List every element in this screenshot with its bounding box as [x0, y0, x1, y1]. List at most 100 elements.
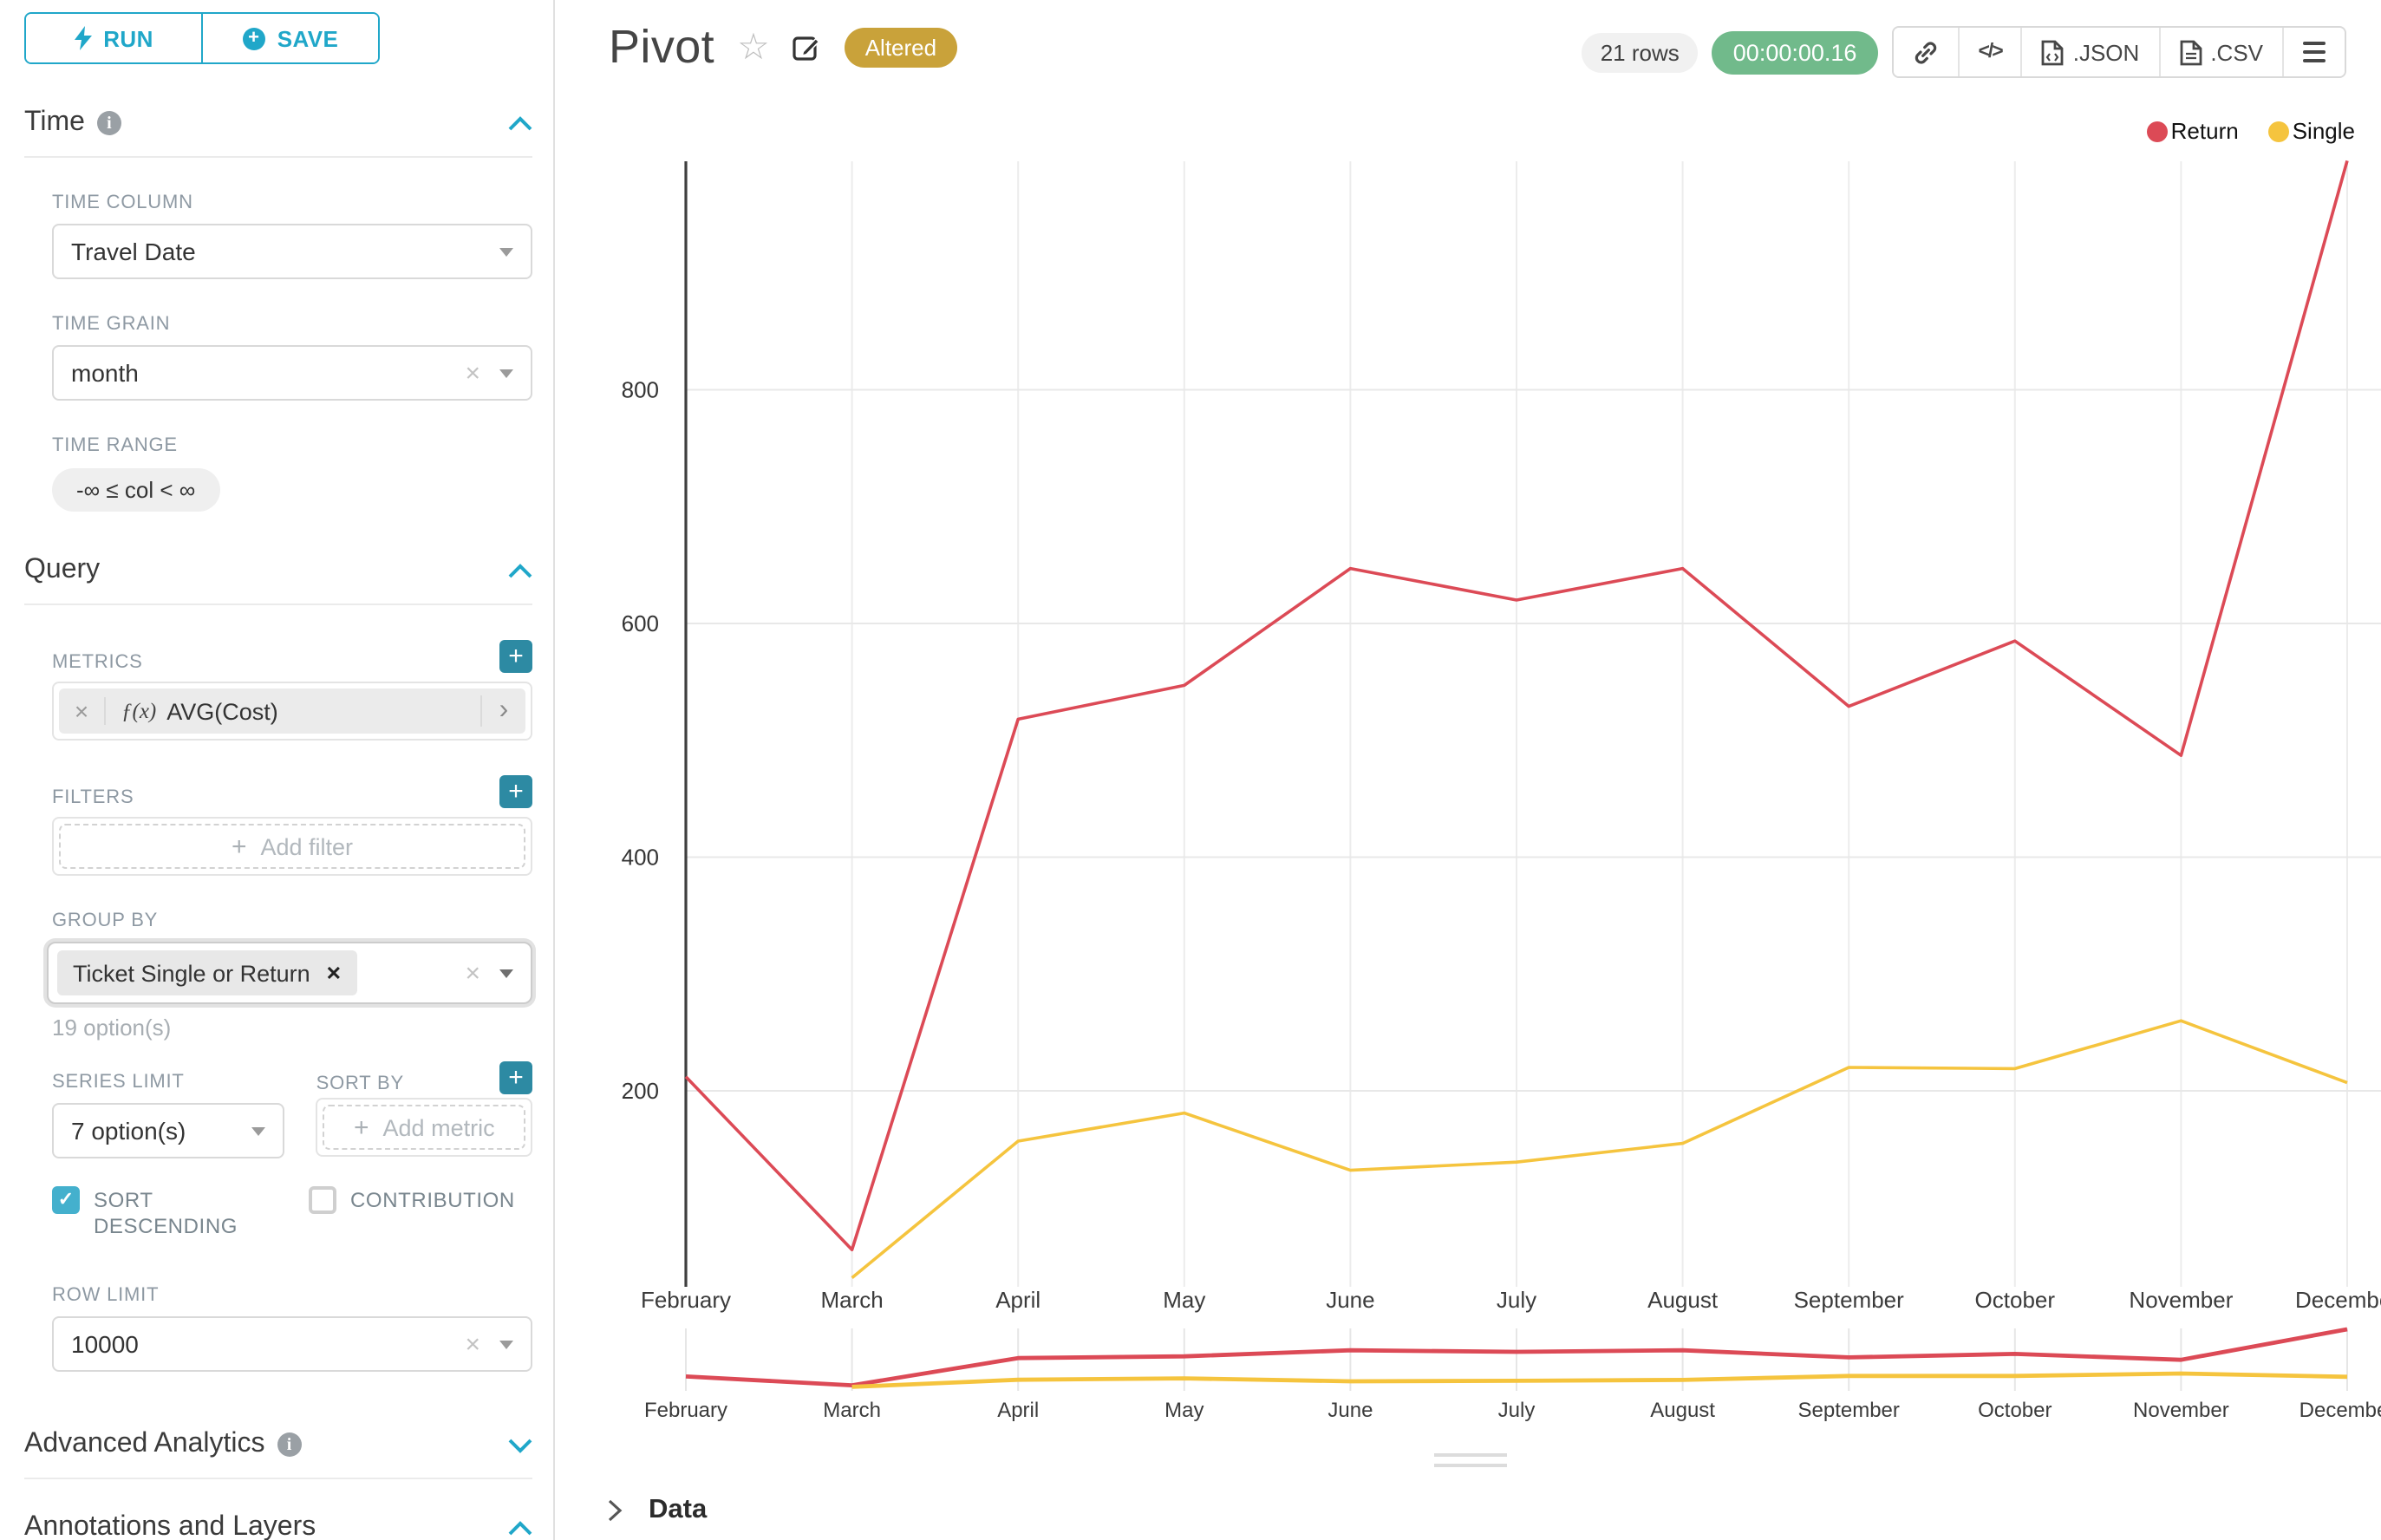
plus-circle-icon: +	[242, 27, 265, 49]
query-section-title: Query	[24, 555, 101, 584]
chevron-up-icon[interactable]	[508, 563, 532, 578]
sort-descending-checkbox-item[interactable]: ✓ SORT DESCENDING	[52, 1186, 264, 1240]
data-panel-toggle[interactable]: Data	[607, 1495, 707, 1526]
legend-dot	[2146, 121, 2168, 141]
time-grain-select[interactable]: month ×	[52, 345, 532, 401]
clear-icon[interactable]: ×	[465, 1329, 480, 1359]
add-filter-placeholder: Add filter	[260, 833, 354, 859]
edit-properties-icon[interactable]	[793, 33, 822, 62]
series-limit-label: SERIES LIMIT	[52, 1072, 185, 1093]
metrics-container: × ƒ(x) AVG(Cost) ›	[52, 682, 532, 741]
contribution-checkbox[interactable]	[309, 1186, 336, 1214]
svg-text:400: 400	[622, 845, 659, 871]
clear-icon[interactable]: ×	[465, 958, 480, 988]
file-code-icon	[2042, 39, 2065, 65]
remove-chip-icon[interactable]: ✕	[325, 963, 342, 984]
copy-link-button[interactable]	[1893, 28, 1958, 76]
time-column-value: Travel Date	[71, 238, 196, 265]
metric-pill[interactable]: × ƒ(x) AVG(Cost) ›	[59, 688, 525, 734]
data-panel-label: Data	[649, 1495, 708, 1524]
add-filter-button[interactable]: +	[499, 775, 532, 808]
chevron-down-icon	[499, 969, 513, 977]
svg-text:September: September	[1794, 1287, 1905, 1313]
chevron-right-icon[interactable]: ›	[480, 695, 525, 727]
sort-descending-checkbox[interactable]: ✓	[52, 1186, 80, 1214]
add-sort-metric-dropzone[interactable]: + Add metric	[323, 1105, 525, 1150]
group-by-chip-label: Ticket Single or Return	[73, 960, 310, 986]
export-json-button[interactable]: .JSON	[2020, 28, 2159, 76]
contribution-label: CONTRIBUTION	[350, 1188, 515, 1212]
annotations-title: Annotations and Layers	[24, 1512, 316, 1540]
series-limit-select[interactable]: 7 option(s)	[52, 1103, 285, 1158]
svg-text:June: June	[1326, 1287, 1374, 1313]
chevron-up-icon[interactable]	[508, 115, 532, 131]
add-filter-dropzone[interactable]: + Add filter	[59, 824, 525, 869]
time-range-label: TIME RANGE	[52, 435, 178, 456]
chart-legend: Return Single	[2146, 118, 2355, 144]
group-by-select[interactable]: Ticket Single or Return ✕ ×	[47, 942, 532, 1004]
row-limit-select[interactable]: 10000 ×	[52, 1316, 532, 1372]
group-by-chip: Ticket Single or Return ✕	[57, 950, 358, 995]
control-panel-sidebar: RUN + SAVE Time i TIME COLUMN Travel Dat…	[0, 0, 555, 1540]
csv-label: .CSV	[2210, 39, 2263, 65]
legend-item-single[interactable]: Single	[2267, 118, 2355, 144]
section-header-time[interactable]: Time i	[24, 108, 532, 158]
remove-metric-icon[interactable]: ×	[59, 697, 106, 725]
section-header-advanced-analytics[interactable]: Advanced Analytics i	[24, 1429, 532, 1479]
add-sort-metric-button[interactable]: +	[499, 1061, 532, 1094]
svg-text:December: December	[2295, 1287, 2381, 1313]
export-csv-button[interactable]: .CSV	[2158, 28, 2282, 76]
view-query-button[interactable]: </>	[1957, 28, 2021, 76]
svg-text:August: August	[1647, 1287, 1719, 1313]
group-by-label: GROUP BY	[52, 910, 159, 931]
clear-icon[interactable]: ×	[465, 358, 480, 388]
svg-text:800: 800	[622, 377, 659, 403]
lightning-bolt-icon	[74, 26, 92, 50]
svg-text:200: 200	[622, 1078, 659, 1104]
chevron-right-icon	[608, 1499, 623, 1522]
row-limit-label: ROW LIMIT	[52, 1285, 160, 1306]
svg-text:September: September	[1797, 1399, 1899, 1422]
more-options-menu-button[interactable]	[2282, 28, 2345, 76]
legend-label: Single	[2292, 118, 2355, 144]
svg-text:November: November	[2133, 1399, 2229, 1422]
line-chart[interactable]: February February March March April April May M…	[555, 0, 2381, 1439]
time-range-pill[interactable]: -∞ ≤ col < ∞	[52, 468, 220, 512]
advanced-analytics-title: Advanced Analytics	[24, 1429, 265, 1458]
svg-text:July: July	[1497, 1287, 1536, 1313]
chevron-up-icon[interactable]	[508, 1520, 532, 1536]
add-metric-button[interactable]: +	[499, 640, 532, 673]
info-icon: i	[96, 111, 121, 135]
svg-text:March: March	[823, 1399, 881, 1422]
panel-resize-grip[interactable]	[1434, 1453, 1507, 1472]
svg-text:April: April	[997, 1399, 1039, 1422]
save-button-label: SAVE	[277, 25, 339, 51]
time-column-select[interactable]: Travel Date	[52, 224, 532, 279]
file-text-icon	[2179, 39, 2202, 65]
section-header-query[interactable]: Query	[24, 555, 532, 605]
json-label: .JSON	[2072, 39, 2140, 65]
row-count-badge: 21 rows	[1581, 32, 1699, 72]
chevron-down-icon	[251, 1126, 266, 1135]
time-grain-label: TIME GRAIN	[52, 314, 171, 335]
chevron-down-icon	[499, 247, 513, 256]
section-header-annotations[interactable]: Annotations and Layers	[24, 1512, 532, 1540]
function-icon: ƒ(x)	[121, 698, 157, 722]
svg-text:February: February	[644, 1399, 727, 1422]
legend-item-return[interactable]: Return	[2146, 118, 2239, 144]
sort-descending-label: SORT DESCENDING	[94, 1188, 238, 1238]
info-icon: i	[277, 1432, 302, 1457]
altered-badge[interactable]: Altered	[844, 28, 958, 68]
svg-text:April: April	[995, 1287, 1040, 1313]
query-timer-badge: 00:00:00.16	[1712, 30, 1878, 74]
time-section-title: Time	[24, 108, 85, 137]
favorite-star-icon[interactable]: ☆	[737, 28, 770, 68]
svg-text:June: June	[1327, 1399, 1373, 1422]
save-button[interactable]: + SAVE	[201, 14, 378, 62]
contribution-checkbox-item[interactable]: CONTRIBUTION	[309, 1186, 515, 1240]
chevron-down-icon[interactable]	[508, 1437, 532, 1452]
run-button[interactable]: RUN	[26, 14, 201, 62]
svg-text:March: March	[820, 1287, 883, 1313]
chevron-down-icon	[499, 1340, 513, 1348]
